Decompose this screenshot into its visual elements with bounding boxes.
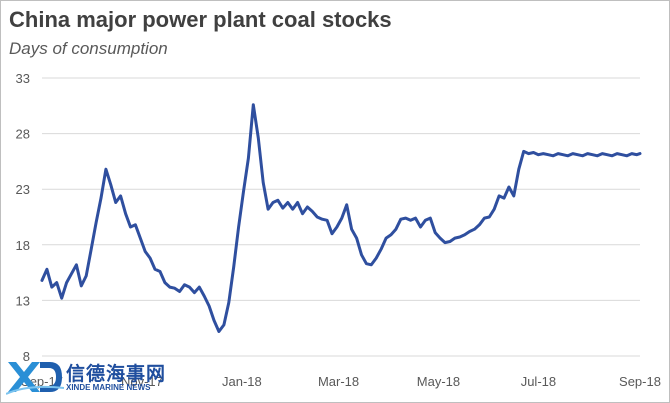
- xd-logo-icon: [5, 362, 65, 395]
- logo-name-en: XINDE MARINE NEWS: [66, 383, 151, 392]
- series-line-0: [40, 103, 642, 333]
- logo-name-cn: 信德海事网: [66, 363, 167, 385]
- x-tick-label: Mar-18: [318, 374, 359, 389]
- chart-subtitle: Days of consumption: [9, 39, 168, 58]
- y-axis: 8 13 18 23 28 33: [16, 71, 30, 364]
- y-tick-label: 18: [16, 238, 30, 253]
- y-tick-label: 8: [23, 349, 30, 364]
- x-tick-label: Jan-18: [222, 374, 262, 389]
- x-tick-label: Nov-17: [121, 374, 163, 389]
- y-tick-label: 33: [16, 71, 30, 86]
- series-lines: [40, 103, 642, 333]
- y-tick-label: 13: [16, 293, 30, 308]
- y-tick-label: 28: [16, 127, 30, 142]
- watermark-logo: 信德海事网 XINDE MARINE NEWS: [5, 358, 167, 398]
- x-tick-label: May-18: [417, 374, 460, 389]
- x-tick-label: Sep-18: [619, 374, 661, 389]
- x-tick-label: Jul-18: [521, 374, 556, 389]
- y-tick-label: 23: [16, 182, 30, 197]
- chart-title: China major power plant coal stocks: [9, 7, 392, 32]
